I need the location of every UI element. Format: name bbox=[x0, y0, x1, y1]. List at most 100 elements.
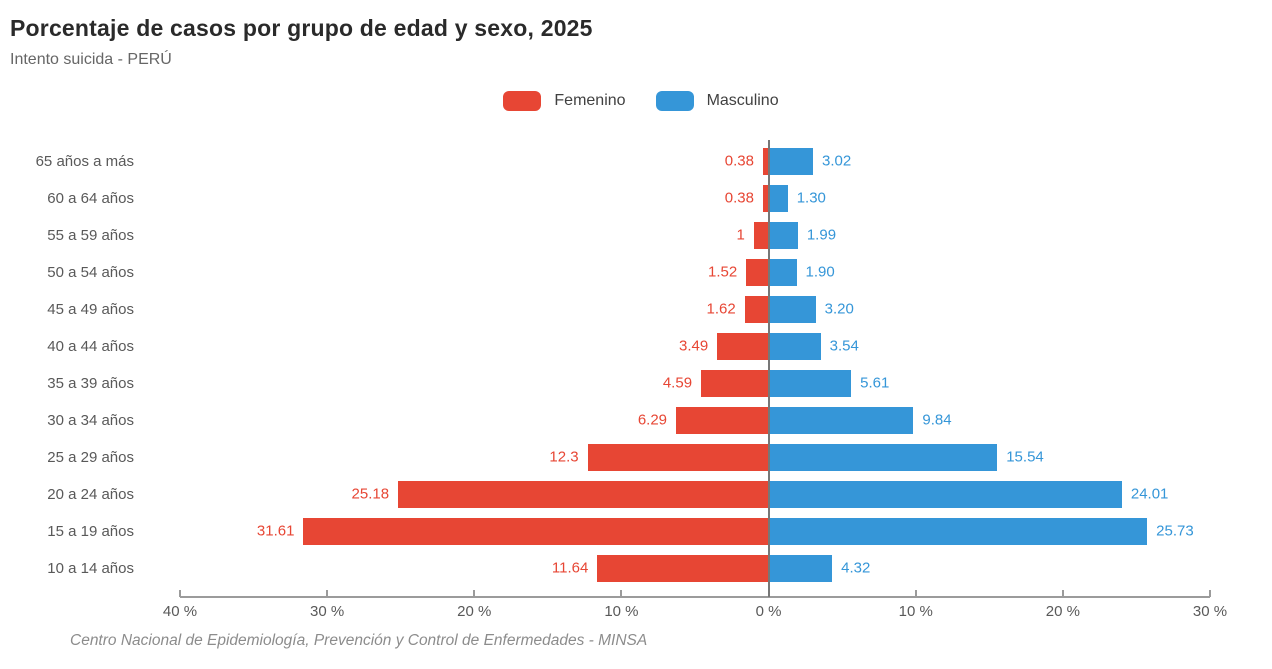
chart-row: 60 a 64 años 0.38 1.30 bbox=[10, 180, 1272, 217]
chart-row: 35 a 39 años 4.59 5.61 bbox=[10, 365, 1272, 402]
masculino-value-label: 25.73 bbox=[1156, 522, 1194, 540]
femenino-bar[interactable] bbox=[717, 332, 769, 360]
chart-row: 20 a 24 años 25.18 24.01 bbox=[10, 476, 1272, 513]
age-group-label: 25 a 29 años bbox=[47, 448, 134, 466]
masculino-bar[interactable] bbox=[768, 369, 852, 397]
masculino-value-label: 3.20 bbox=[824, 300, 854, 318]
masculino-bar[interactable] bbox=[768, 443, 998, 471]
x-tick-label: 40 % bbox=[162, 602, 198, 620]
tick-mark bbox=[1209, 589, 1211, 597]
tick-mark bbox=[914, 589, 917, 597]
femenino-bar[interactable] bbox=[676, 406, 769, 434]
bar-area: 0.38 1.30 bbox=[180, 184, 1210, 212]
tick-mark bbox=[620, 589, 623, 597]
femenino-value-label: 6.29 bbox=[637, 411, 668, 429]
chart-row: 15 a 19 años 31.61 25.73 bbox=[10, 513, 1272, 550]
bar-area: 31.61 25.73 bbox=[180, 517, 1210, 545]
age-group-label: 10 a 14 años bbox=[47, 559, 134, 577]
x-tick-label: 30 % bbox=[310, 602, 345, 620]
chart-row: 45 a 49 años 1.62 3.20 bbox=[10, 291, 1272, 328]
chart-row: 10 a 14 años 11.64 4.32 bbox=[10, 550, 1272, 587]
bar-area: 0.38 3.02 bbox=[180, 147, 1210, 175]
legend-item-masculino[interactable]: Masculino bbox=[655, 90, 779, 111]
chart-row: 25 a 29 años 12.3 15.54 bbox=[10, 439, 1272, 476]
x-tick-label: 0 % bbox=[755, 602, 782, 620]
femenino-bar[interactable] bbox=[746, 258, 769, 286]
femenino-bar[interactable] bbox=[587, 443, 769, 471]
masculino-value-label: 3.54 bbox=[829, 337, 859, 355]
femenino-value-label: 25.18 bbox=[351, 485, 390, 503]
bar-area: 12.3 15.54 bbox=[180, 443, 1210, 471]
chart-row: 65 años a más 0.38 3.02 bbox=[10, 143, 1272, 180]
masculino-value-label: 9.84 bbox=[922, 411, 952, 429]
bar-area: 25.18 24.01 bbox=[180, 480, 1210, 508]
x-tick-label: 30 % bbox=[1192, 602, 1228, 620]
masculino-bar[interactable] bbox=[768, 332, 821, 360]
masculino-value-label: 4.32 bbox=[841, 559, 871, 577]
age-group-label: 15 a 19 años bbox=[47, 522, 134, 540]
masculino-bar[interactable] bbox=[768, 295, 816, 323]
chart-row: 55 a 59 años 1 1.99 bbox=[10, 217, 1272, 254]
masculino-bar[interactable] bbox=[768, 406, 914, 434]
x-tick-label: 20 % bbox=[1045, 602, 1080, 620]
femenino-bar[interactable] bbox=[763, 184, 769, 212]
femenino-bar[interactable] bbox=[701, 369, 769, 397]
bar-area: 11.64 4.32 bbox=[180, 554, 1210, 582]
bar-area: 6.29 9.84 bbox=[180, 406, 1210, 434]
bar-area: 4.59 5.61 bbox=[180, 369, 1210, 397]
femenino-value-label: 11.64 bbox=[551, 559, 589, 577]
masculino-bar[interactable] bbox=[768, 480, 1122, 508]
masculino-bar[interactable] bbox=[768, 554, 833, 582]
masculino-value-label: 15.54 bbox=[1006, 448, 1044, 466]
femenino-bar[interactable] bbox=[398, 480, 769, 508]
chart-row: 40 a 44 años 3.49 3.54 bbox=[10, 328, 1272, 365]
femenino-bar[interactable] bbox=[753, 221, 769, 249]
masculino-bar[interactable] bbox=[768, 221, 798, 249]
femenino-bar[interactable] bbox=[303, 517, 769, 545]
femenino-value-label: 4.59 bbox=[662, 374, 693, 392]
age-group-label: 35 a 39 años bbox=[47, 374, 134, 392]
tick-mark bbox=[473, 589, 476, 597]
femenino-value-label: 1.52 bbox=[708, 263, 738, 281]
x-axis: 40 % 30 % 20 % 10 % 0 % 10 % 20 % 30 % bbox=[163, 588, 1227, 630]
legend: Femenino Masculino bbox=[10, 89, 1272, 113]
age-group-label: 60 a 64 años bbox=[47, 189, 134, 207]
masculino-bar[interactable] bbox=[768, 184, 788, 212]
legend-label-femenino: Femenino bbox=[554, 91, 626, 109]
masculino-bar[interactable] bbox=[768, 147, 813, 175]
femenino-value-label: 1 bbox=[736, 226, 745, 244]
tick-mark bbox=[326, 589, 329, 597]
bar-area: 1 1.99 bbox=[180, 221, 1210, 249]
femenino-bar[interactable] bbox=[763, 147, 769, 175]
page-title: Porcentaje de casos por grupo de edad y … bbox=[10, 15, 593, 41]
zero-axis-line bbox=[767, 139, 770, 597]
age-group-label: 30 a 34 años bbox=[47, 411, 134, 429]
tick-mark bbox=[1061, 589, 1064, 597]
x-axis-line bbox=[180, 595, 1210, 598]
masculino-bar[interactable] bbox=[768, 517, 1148, 545]
source-caption: Centro Nacional de Epidemiología, Preven… bbox=[70, 631, 648, 649]
age-group-label: 20 a 24 años bbox=[47, 485, 134, 503]
masculino-value-label: 1.30 bbox=[796, 189, 826, 207]
masculino-bar[interactable] bbox=[768, 258, 797, 286]
femenino-swatch-icon bbox=[503, 90, 542, 111]
legend-label-masculino: Masculino bbox=[706, 91, 779, 109]
femenino-value-label: 0.38 bbox=[724, 152, 754, 170]
x-tick-label: 10 % bbox=[898, 602, 933, 620]
chart-row: 50 a 54 años 1.52 1.90 bbox=[10, 254, 1272, 291]
bar-area: 1.52 1.90 bbox=[180, 258, 1210, 286]
femenino-bar[interactable] bbox=[744, 295, 769, 323]
age-group-label: 65 años a más bbox=[35, 152, 134, 170]
legend-item-femenino[interactable]: Femenino bbox=[503, 90, 626, 111]
masculino-swatch-icon bbox=[655, 90, 694, 111]
page-subtitle: Intento suicida - PERÚ bbox=[10, 50, 172, 68]
femenino-value-label: 12.3 bbox=[549, 448, 579, 466]
x-tick-label: 20 % bbox=[457, 602, 492, 620]
femenino-value-label: 3.49 bbox=[679, 337, 709, 355]
masculino-value-label: 1.90 bbox=[805, 263, 835, 281]
tick-mark bbox=[179, 589, 181, 597]
age-group-label: 50 a 54 años bbox=[47, 263, 134, 281]
femenino-bar[interactable] bbox=[597, 554, 769, 582]
age-group-label: 55 a 59 años bbox=[47, 226, 134, 244]
